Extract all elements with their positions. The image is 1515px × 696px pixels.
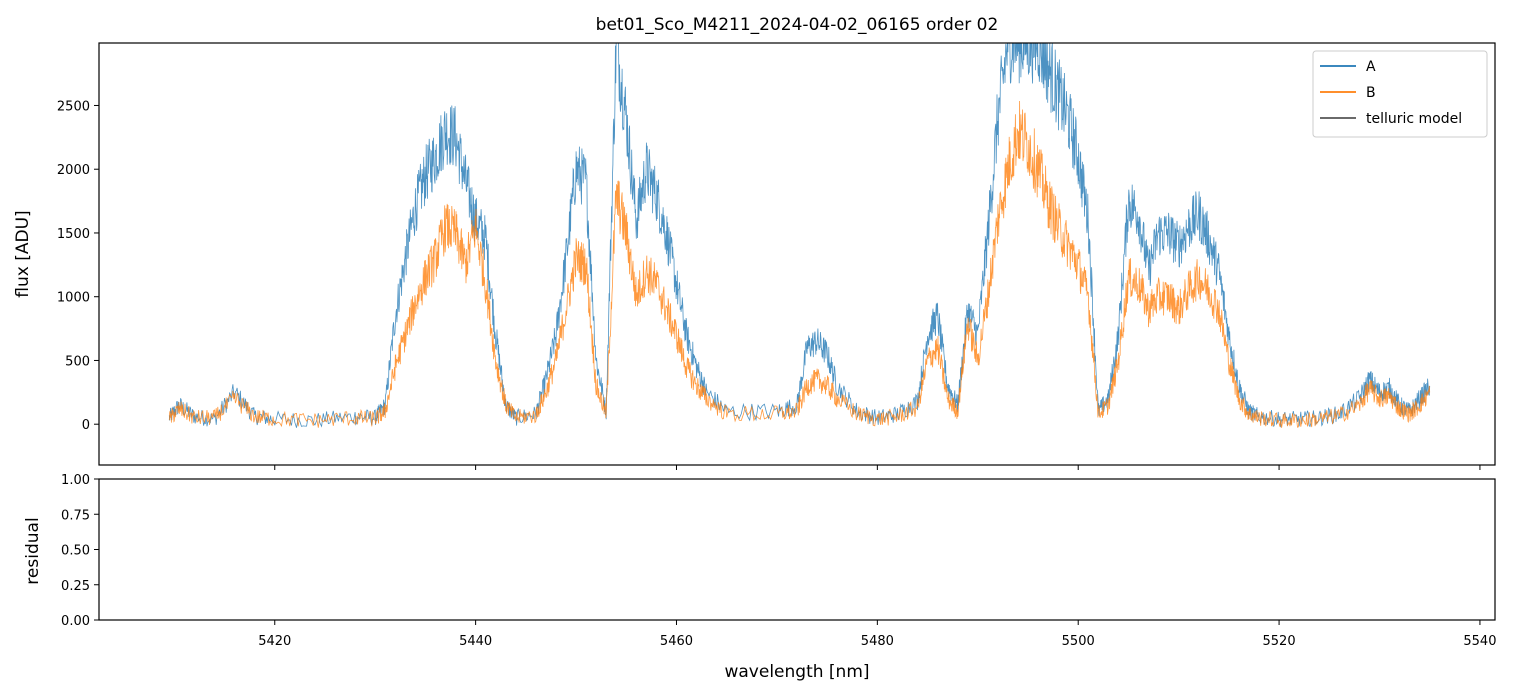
x-tick-label: 5420 — [258, 634, 291, 649]
legend: A B telluric model — [1312, 50, 1488, 138]
top-y-tick-label: 2500 — [57, 99, 90, 114]
top-y-tick-label: 1500 — [57, 227, 90, 242]
x-tick-label: 5440 — [459, 634, 492, 649]
x-tick-label: 5540 — [1463, 634, 1496, 649]
chart-title: bet01_Sco_M4211_2024-04-02_06165 order 0… — [596, 15, 999, 35]
bottom-y-tick-label: 0.25 — [61, 579, 90, 594]
x-tick-label: 5460 — [660, 634, 693, 649]
bottom-y-tick-label: 0.50 — [61, 544, 90, 559]
bottom-y-axis-label: residual — [23, 517, 43, 584]
top-y-axis-label: flux [ADU] — [13, 210, 33, 297]
top-x-axis — [274, 465, 1481, 470]
series-line-b — [168, 100, 1431, 428]
top-y-tick-label: 1000 — [57, 291, 90, 306]
top-y-tick-label: 500 — [65, 354, 90, 369]
legend-label-a: A — [1366, 59, 1376, 75]
top-y-axis: 0 500 1000 1500 2000 2500 — [57, 99, 99, 433]
bottom-y-tick-label: 1.00 — [61, 473, 90, 488]
x-tick-label: 5520 — [1263, 634, 1296, 649]
top-plot-area — [168, 43, 1431, 428]
x-axis-label: wavelength [nm] — [724, 662, 869, 682]
bottom-x-axis: 5420 5440 5460 5480 5500 5520 5540 — [258, 620, 1496, 649]
bottom-y-tick-label: 0.75 — [61, 508, 90, 523]
top-axes-frame — [98, 42, 1496, 466]
legend-label-b: B — [1366, 85, 1376, 101]
top-y-tick-label: 0 — [82, 418, 90, 433]
legend-label-telluric: telluric model — [1366, 111, 1462, 127]
top-y-tick-label: 2000 — [57, 163, 90, 178]
x-tick-label: 5480 — [861, 634, 894, 649]
bottom-y-tick-label: 0.00 — [61, 614, 90, 629]
bottom-y-axis: 0.00 0.25 0.50 0.75 1.00 — [61, 473, 99, 629]
x-tick-label: 5500 — [1062, 634, 1095, 649]
